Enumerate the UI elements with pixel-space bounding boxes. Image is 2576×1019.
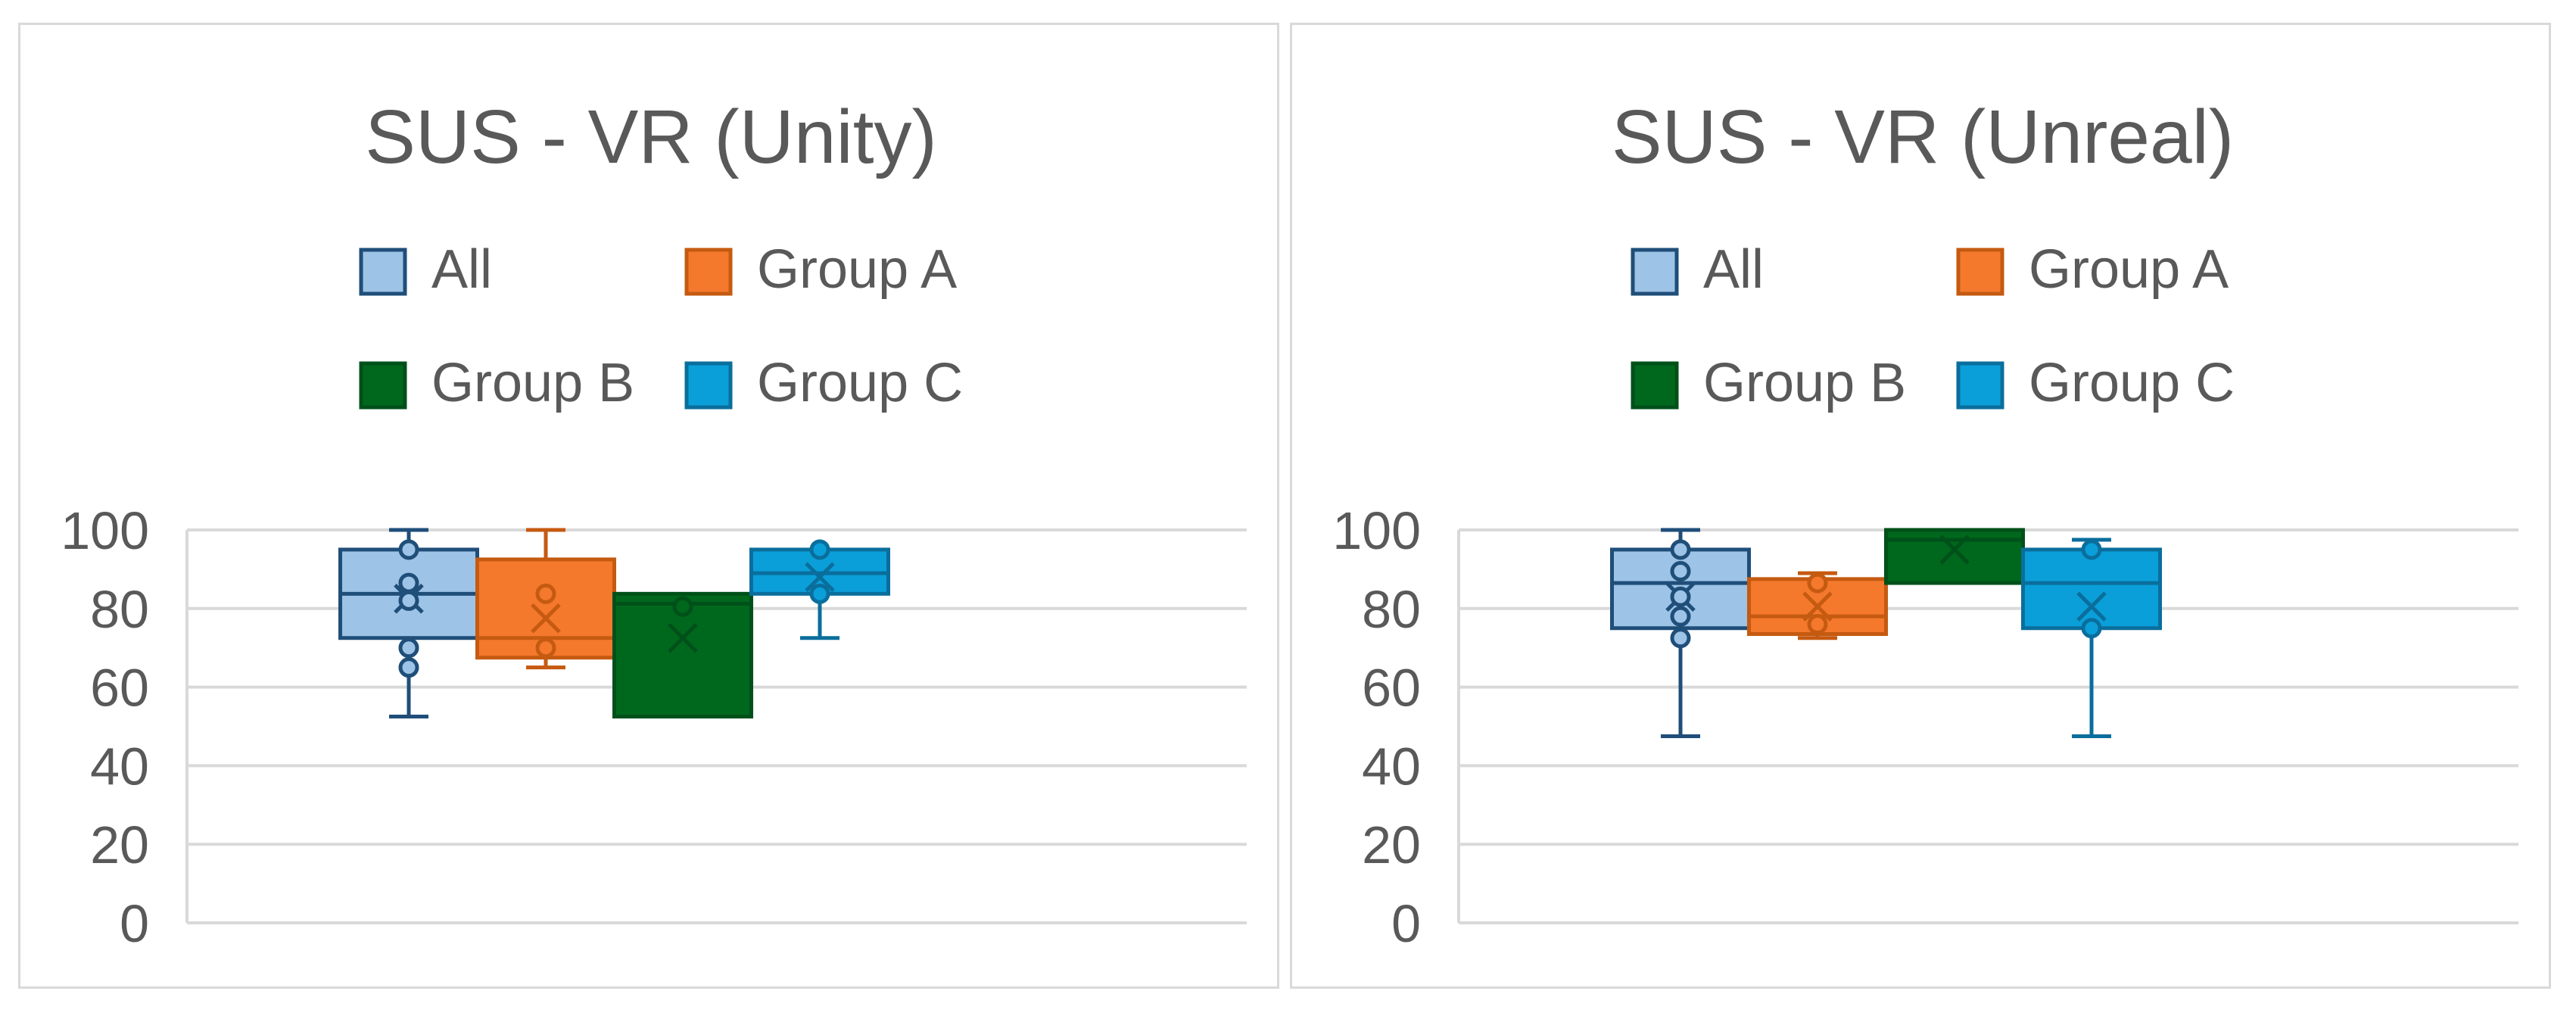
data-point xyxy=(2081,618,2102,639)
legend-label: All xyxy=(1703,239,1764,300)
data-point xyxy=(535,583,556,604)
mean-marker xyxy=(668,622,698,653)
chart-title: SUS - VR (Unity) xyxy=(365,95,937,179)
data-point xyxy=(398,637,419,659)
y-tick-label: 100 xyxy=(61,501,149,560)
y-tick-label: 100 xyxy=(1332,501,1421,560)
legend-label: Group B xyxy=(1703,353,1906,413)
chart-panel-unity: SUS - VR (Unity) All Group A Group B Group C… xyxy=(18,23,1279,989)
legend-label: Group B xyxy=(431,353,634,413)
y-tick-label: 60 xyxy=(90,659,149,718)
legend-label: Group C xyxy=(2029,353,2235,413)
legend-swatch xyxy=(1631,361,1679,410)
legend-swatch xyxy=(684,361,733,410)
box-body xyxy=(2021,547,2162,631)
data-point xyxy=(398,572,419,594)
data-point xyxy=(1670,539,1691,560)
data-point xyxy=(1807,614,1828,635)
mean-marker xyxy=(1939,534,1970,565)
data-point xyxy=(398,657,419,678)
box-all xyxy=(1610,528,1751,738)
legend-swatch xyxy=(1631,248,1679,296)
box-group-c xyxy=(749,539,890,640)
y-tick-label: 80 xyxy=(90,580,149,639)
data-point xyxy=(1670,560,1691,581)
legend-label: Group A xyxy=(757,239,957,300)
mean-marker xyxy=(531,603,561,634)
y-tick-label: 0 xyxy=(120,894,149,953)
legend-swatch xyxy=(1956,248,2004,296)
data-point xyxy=(809,539,830,560)
legend-label: All xyxy=(431,239,492,300)
data-point xyxy=(398,539,419,560)
y-tick-label: 20 xyxy=(90,815,149,874)
box-group-b xyxy=(1884,528,2025,585)
box-group-a xyxy=(475,528,616,670)
chart-svg-unreal: SUS - VR (Unreal) All Group A Group B Group … xyxy=(1332,95,2518,953)
data-point xyxy=(535,637,556,659)
legend-label: Group C xyxy=(757,353,963,413)
data-point xyxy=(672,596,693,617)
y-tick-label: 0 xyxy=(1391,894,1421,953)
box-all xyxy=(338,528,479,719)
box-group-c xyxy=(2021,538,2162,738)
y-tick-label: 40 xyxy=(90,737,149,796)
chart-svg-unity: SUS - VR (Unity) All Group A Group B Group C… xyxy=(61,95,1247,953)
data-point xyxy=(2081,539,2102,560)
chart-panel-unreal: SUS - VR (Unreal) All Group A Group B Group … xyxy=(1290,23,2551,989)
legend-label: Group A xyxy=(2029,239,2229,300)
legend-swatch xyxy=(1956,361,2004,410)
data-point xyxy=(809,583,830,604)
chart-title: SUS - VR (Unreal) xyxy=(1612,95,2234,179)
data-point xyxy=(1670,628,1691,649)
y-tick-label: 60 xyxy=(1362,659,1421,718)
data-point xyxy=(1807,572,1828,594)
data-point xyxy=(1670,586,1691,607)
mean-marker xyxy=(805,562,835,593)
legend-swatch xyxy=(359,248,407,296)
mean-marker xyxy=(1802,591,1833,622)
y-tick-label: 80 xyxy=(1362,580,1421,639)
mean-marker xyxy=(2076,591,2107,622)
box-group-b xyxy=(612,591,753,719)
data-point xyxy=(1670,606,1691,627)
box-group-a xyxy=(1747,571,1888,640)
data-point xyxy=(398,590,419,611)
y-tick-label: 40 xyxy=(1362,737,1421,796)
y-tick-label: 20 xyxy=(1362,815,1421,874)
legend-swatch xyxy=(684,248,733,296)
legend-swatch xyxy=(359,361,407,410)
